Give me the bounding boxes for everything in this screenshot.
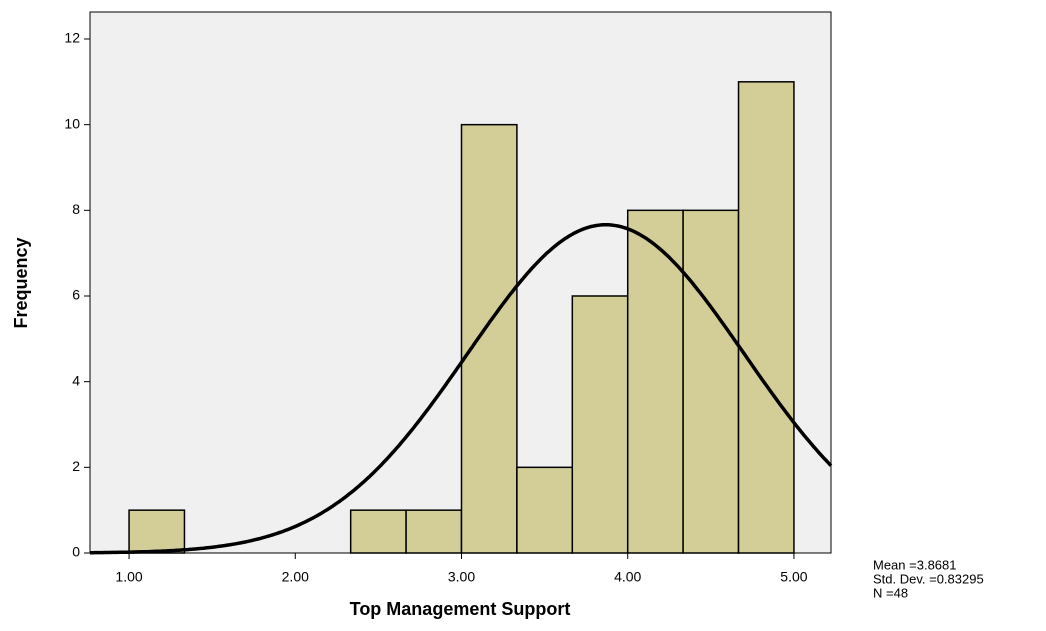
x-axis-title: Top Management Support <box>350 599 571 619</box>
bar <box>128 509 186 554</box>
y-axis-title: Frequency <box>11 237 31 328</box>
stat-label: Std. Dev. =0.83295 <box>873 571 984 586</box>
stat-label: N =48 <box>873 585 908 600</box>
bar <box>571 295 629 554</box>
x-tick-label: 3.00 <box>448 569 475 585</box>
bar <box>682 209 740 554</box>
x-tick-label: 5.00 <box>780 569 807 585</box>
y-tick-label: 4 <box>72 372 80 388</box>
bar <box>405 509 463 554</box>
bar <box>737 81 795 554</box>
bar <box>626 209 684 554</box>
x-tick-label: 4.00 <box>614 569 641 585</box>
y-tick-label: 0 <box>72 544 80 560</box>
bar <box>460 123 518 554</box>
y-tick-label: 12 <box>64 30 80 46</box>
bar <box>349 509 407 554</box>
y-tick-label: 8 <box>72 201 80 217</box>
x-tick-label: 1.00 <box>115 569 142 585</box>
bar <box>516 466 574 554</box>
plot-frame <box>89 11 832 554</box>
y-tick-label: 6 <box>72 287 80 303</box>
normal-curve <box>90 223 833 555</box>
y-tick-label: 10 <box>64 115 80 131</box>
y-tick-label: 2 <box>72 458 80 474</box>
x-tick-label: 2.00 <box>282 569 309 585</box>
stat-label: Mean =3.8681 <box>873 557 956 572</box>
